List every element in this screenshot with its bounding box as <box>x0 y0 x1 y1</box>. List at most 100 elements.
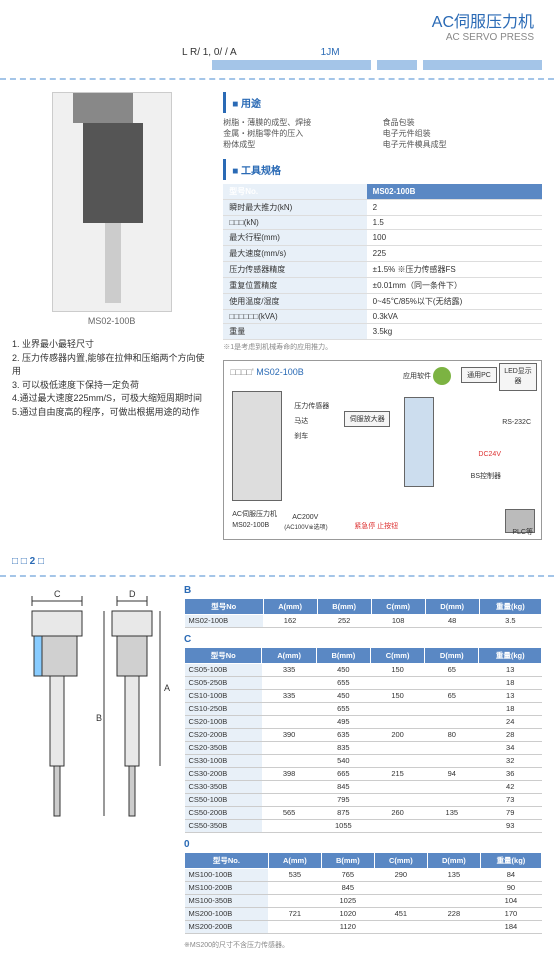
usage-item: 电子元件模具成型 <box>383 139 542 150</box>
table-cell: 13 <box>479 663 542 676</box>
table-cell: 170 <box>480 907 541 920</box>
table-c: 型号NoA(mm)B(mm)C(mm)D(mm)重量(kg)CS05-100B3… <box>184 647 542 833</box>
table-cell: 390 <box>262 728 316 741</box>
spec-value: 2 <box>367 199 542 215</box>
table-row: CS20-350B83534 <box>185 741 542 754</box>
table-cell: CS05-100B <box>185 663 262 676</box>
col-header: B(mm) <box>321 852 374 868</box>
table-cell: 108 <box>371 614 425 627</box>
table-cell <box>268 920 321 933</box>
spec-label: 重量 <box>223 323 366 339</box>
left-column: MS02-100B 1. 业界最小最轻尺寸2. 压力传感器内置,能够在拉伸和压缩… <box>12 92 211 540</box>
lr-code: L R/ 1, 0/ / A <box>182 47 237 58</box>
table-cell <box>262 780 316 793</box>
table-cell <box>262 793 316 806</box>
table-cell <box>370 793 424 806</box>
table-cell: 184 <box>480 920 541 933</box>
dia-ac200v-sub: (AC100V※选项) <box>284 522 327 531</box>
feature-list: 1. 业界最小最轻尺寸2. 压力传感器内置,能够在拉伸和压缩两个方向使用3. 可… <box>12 338 211 419</box>
table-cell: 845 <box>321 881 374 894</box>
dia-press-sensor-label: 压力传感器 <box>294 401 329 411</box>
table-cell <box>268 894 321 907</box>
right-column: ■ 用途 树脂・薄膜的成型、焊接金属・树脂零件的压入粉体成型 食品包装电子元件组… <box>223 92 542 540</box>
svg-text:A: A <box>164 683 170 693</box>
divider-dashed <box>0 78 554 80</box>
table-cell <box>425 819 479 832</box>
table-cell <box>262 741 316 754</box>
table-cell: 42 <box>479 780 542 793</box>
table-row: CS50-200B56587526013579 <box>185 806 542 819</box>
dia-plc: PLC等 <box>512 527 533 537</box>
table-cell: 84 <box>480 868 541 881</box>
table-cell <box>262 702 316 715</box>
spec-value: 225 <box>367 245 542 261</box>
dia-servo-amp: 伺服放大器 <box>344 411 390 427</box>
table-cell: 721 <box>268 907 321 920</box>
col-header: A(mm) <box>263 598 317 614</box>
table-cell <box>425 793 479 806</box>
col-header: 重量(kg) <box>479 647 542 663</box>
feature-item: 3. 可以极低速度下保持一定负荷 <box>12 379 211 393</box>
feature-item: 5.通过自由度高的程序，可做出根据用途的动作 <box>12 406 211 420</box>
table-cell: 150 <box>370 663 424 676</box>
dia-press-model: MS02-100B <box>232 522 269 529</box>
title-chinese: AC伺服压力机 <box>12 8 534 32</box>
usage-item: 食品包装 <box>383 117 542 128</box>
table-cell: 845 <box>316 780 370 793</box>
svg-text:B: B <box>96 713 102 723</box>
table-cell: MS100-350B <box>185 894 269 907</box>
dia-press-unit-label: AC伺服压力机 <box>232 509 277 519</box>
table-cell: 32 <box>479 754 542 767</box>
table-cell: CS50-100B <box>185 793 262 806</box>
table-cell <box>427 894 480 907</box>
usage-item: 树脂・薄膜的成型、焊接 <box>223 117 382 128</box>
spec-label: 重复位置精度 <box>223 277 366 293</box>
dia-controller <box>404 397 434 487</box>
table-cell <box>370 715 424 728</box>
usage-item: 金属・树脂零件的压入 <box>223 128 382 139</box>
product-image <box>52 92 172 312</box>
table-cell: 3.5 <box>479 614 541 627</box>
table-cell <box>370 741 424 754</box>
table-cell: CS20-200B <box>185 728 262 741</box>
dia-dc24v: DC24V <box>478 451 501 458</box>
table-cell <box>425 754 479 767</box>
table-cell: CS30-350B <box>185 780 262 793</box>
table-row: MS200-100B7211020451228170 <box>185 907 542 920</box>
table-cell: 150 <box>370 689 424 702</box>
table-cell: 18 <box>479 702 542 715</box>
table-cell <box>374 894 427 907</box>
col-header: D(mm) <box>425 647 479 663</box>
table-cell: 290 <box>374 868 427 881</box>
table-cell: 90 <box>480 881 541 894</box>
table-b: 型号NoA(mm)B(mm)C(mm)D(mm)重量(kg)MS02-100B1… <box>184 598 542 628</box>
usage-item: 电子元件组装 <box>383 128 542 139</box>
dia-led: LED显示器 <box>499 363 537 391</box>
table-cell <box>262 819 316 832</box>
spec-value: ±1.5% ※压力传感器FS <box>367 261 542 277</box>
table-cell <box>425 676 479 689</box>
feature-item: 4.通过最大速度225mm/S，可极大缩短周期时间 <box>12 392 211 406</box>
table-cell: 535 <box>268 868 321 881</box>
tables-column: B 型号NoA(mm)B(mm)C(mm)D(mm)重量(kg)MS02-100… <box>184 581 542 950</box>
system-diagram: □□□□' MS02-100B 应用软件 通用PC LED显示器 压力传感器 马… <box>223 360 542 540</box>
col-header: D(mm) <box>425 598 479 614</box>
table-cell <box>262 715 316 728</box>
spec-footnote: ※1是考虑到机械寿命的应用推力。 <box>223 342 542 352</box>
spec-label: □□□□□□(kVA) <box>223 309 366 323</box>
table-cell <box>268 881 321 894</box>
table-row: CS10-250B65518 <box>185 702 542 715</box>
table-row: MS100-350B1025104 <box>185 894 542 907</box>
table-row: CS05-250B65518 <box>185 676 542 689</box>
col-header: A(mm) <box>262 647 316 663</box>
table-row: CS30-100B54032 <box>185 754 542 767</box>
spec-label: □□□(kN) <box>223 215 366 229</box>
table-cell: 65 <box>425 663 479 676</box>
table-cell: CS10-100B <box>185 689 262 702</box>
feature-item: 1. 业界最小最轻尺寸 <box>12 338 211 352</box>
col-header: C(mm) <box>370 647 424 663</box>
jm-code: 1JM <box>321 47 340 58</box>
table-cell: 495 <box>316 715 370 728</box>
table-cell: CS10-250B <box>185 702 262 715</box>
spec-value: ±0.01mm（同一条件下） <box>367 277 542 293</box>
